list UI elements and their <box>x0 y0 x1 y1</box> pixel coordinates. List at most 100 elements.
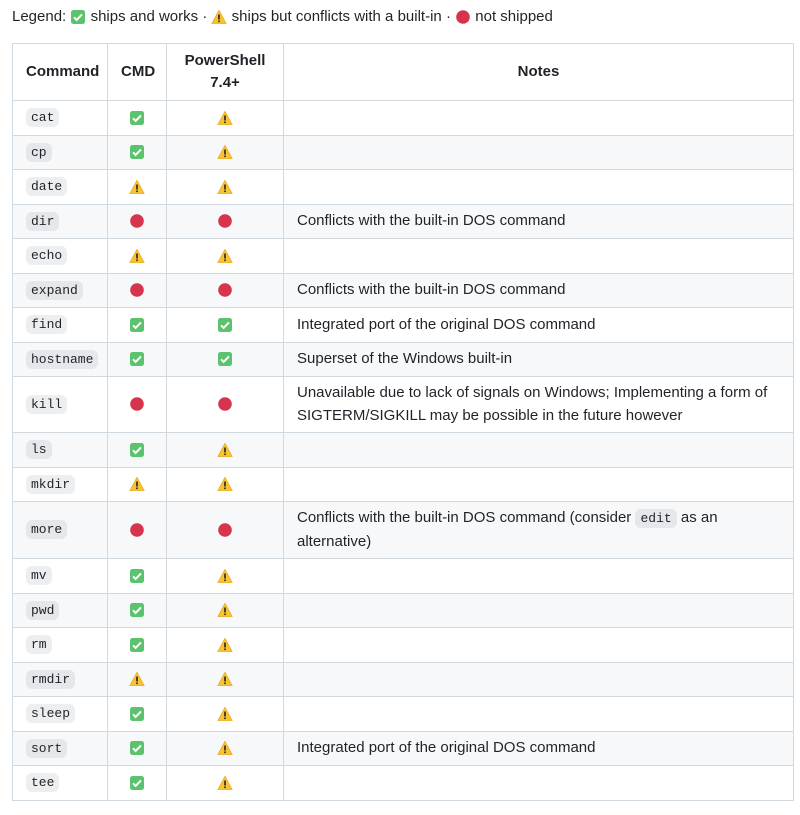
table-row: mkdir <box>12 466 794 502</box>
command-cell: more <box>12 501 108 559</box>
status-icon <box>217 476 233 492</box>
status-icon <box>129 637 145 653</box>
command-cell: echo <box>12 238 108 274</box>
legend-label: Legend: <box>12 8 67 26</box>
table-row: pwd <box>12 592 794 628</box>
notes-cell: Superset of the Windows built-in <box>283 341 794 377</box>
status-icon <box>129 396 145 412</box>
header-row: Command CMD PowerShell 7.4+ Notes <box>12 43 794 101</box>
table-row: date <box>12 169 794 205</box>
cmd-cell <box>107 765 167 801</box>
legend: Legend: ships and works · ships but conf… <box>12 6 553 28</box>
status-icon <box>129 568 145 584</box>
notes-cell: Integrated port of the original DOS comm… <box>283 307 794 343</box>
powershell-cell <box>166 592 284 628</box>
command-cell: sleep <box>12 696 108 732</box>
command-cell: rm <box>12 627 108 663</box>
status-icon <box>455 9 471 25</box>
command-name: mkdir <box>26 474 76 494</box>
status-icon <box>129 522 145 538</box>
status-icon <box>217 396 233 412</box>
powershell-cell <box>166 341 284 377</box>
column-header: CMD <box>107 43 167 101</box>
command-cell: expand <box>12 272 108 308</box>
status-icon <box>129 282 145 298</box>
notes-cell <box>283 661 794 697</box>
status-icon <box>217 706 233 722</box>
command-cell: pwd <box>12 592 108 628</box>
table-row: hostname Superset of the Windows built-in <box>12 341 794 377</box>
table-row: rm <box>12 627 794 663</box>
powershell-cell <box>166 134 284 170</box>
table-row: tee <box>12 765 794 801</box>
column-header: PowerShell 7.4+ <box>166 43 284 101</box>
cmd-cell <box>107 307 167 343</box>
notes-cell <box>283 765 794 801</box>
notes-text: Conflicts with the built-in DOS command … <box>297 509 636 526</box>
table-row: expand Conflicts with the built-in DOS co… <box>12 272 794 308</box>
notes-cell <box>283 696 794 732</box>
legend-text: ships and works <box>90 8 199 26</box>
command-name: sort <box>26 738 68 758</box>
table-row: kill Unavailable due to lack of signals o… <box>12 376 794 433</box>
table-row: cat <box>12 100 794 136</box>
command-cell: cp <box>12 134 108 170</box>
notes-cell <box>283 432 794 468</box>
status-icon <box>129 213 145 229</box>
status-icon <box>217 144 233 160</box>
cmd-cell <box>107 432 167 468</box>
command-name: date <box>26 177 68 196</box>
notes-text: Integrated port of the original DOS comm… <box>297 739 596 756</box>
command-cell: sort <box>12 730 108 766</box>
command-cell: mv <box>12 558 108 594</box>
notes-cell <box>283 169 794 205</box>
notes-cell: Conflicts with the built-in DOS command <box>283 203 794 239</box>
status-icon <box>217 740 233 756</box>
notes-cell <box>283 627 794 663</box>
column-header: Notes <box>283 43 794 101</box>
status-icon <box>217 110 233 126</box>
table-row: ls <box>12 432 794 468</box>
powershell-cell <box>166 730 284 766</box>
status-icon <box>129 740 145 756</box>
command-name: cat <box>26 108 60 127</box>
notes-cell <box>283 466 794 502</box>
status-icon <box>70 9 86 25</box>
powershell-cell <box>166 272 284 308</box>
status-icon <box>211 9 228 25</box>
command-name: find <box>26 315 68 334</box>
powershell-cell <box>166 627 284 663</box>
status-icon <box>129 476 145 492</box>
cmd-cell <box>107 238 167 274</box>
table-row: sleep <box>12 696 794 732</box>
command-cell: date <box>12 169 108 205</box>
status-icon <box>217 317 233 333</box>
powershell-cell <box>166 169 284 205</box>
cmd-cell <box>107 730 167 766</box>
table-row: dir Conflicts with the built-in DOS comma… <box>12 203 794 239</box>
notes-text: Integrated port of the original DOS comm… <box>297 315 596 333</box>
powershell-cell <box>166 765 284 801</box>
cmd-cell <box>107 627 167 663</box>
command-cell: cat <box>12 100 108 136</box>
status-icon <box>129 706 145 722</box>
powershell-cell <box>166 203 284 239</box>
powershell-cell <box>166 307 284 343</box>
status-icon <box>129 442 145 458</box>
cmd-cell <box>107 592 167 628</box>
command-name: echo <box>26 246 68 265</box>
cmd-cell <box>107 501 167 559</box>
notes-cell: Conflicts with the built-in DOS command <box>283 272 794 308</box>
command-name: cp <box>26 142 52 162</box>
powershell-cell <box>166 432 284 468</box>
status-icon <box>217 248 233 264</box>
status-icon <box>217 213 233 229</box>
status-icon <box>129 351 145 367</box>
status-icon <box>217 522 233 538</box>
cmd-cell <box>107 134 167 170</box>
cmd-cell <box>107 558 167 594</box>
command-cell: hostname <box>12 341 108 377</box>
status-icon <box>129 110 145 126</box>
notes-cell <box>283 134 794 170</box>
